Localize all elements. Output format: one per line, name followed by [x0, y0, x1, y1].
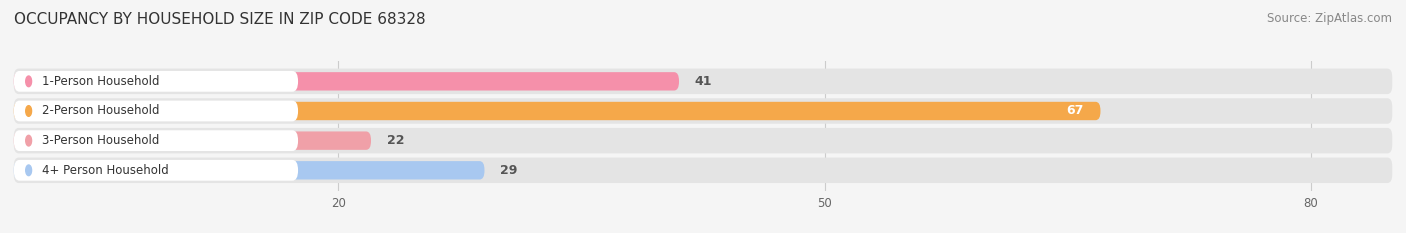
Circle shape [25, 76, 31, 87]
Text: 41: 41 [695, 75, 713, 88]
FancyBboxPatch shape [14, 72, 679, 91]
FancyBboxPatch shape [14, 101, 298, 121]
Text: 4+ Person Household: 4+ Person Household [42, 164, 169, 177]
FancyBboxPatch shape [14, 161, 485, 179]
Text: 29: 29 [501, 164, 517, 177]
FancyBboxPatch shape [14, 130, 298, 151]
Circle shape [25, 106, 31, 116]
Text: OCCUPANCY BY HOUSEHOLD SIZE IN ZIP CODE 68328: OCCUPANCY BY HOUSEHOLD SIZE IN ZIP CODE … [14, 12, 426, 27]
Text: Source: ZipAtlas.com: Source: ZipAtlas.com [1267, 12, 1392, 25]
FancyBboxPatch shape [14, 160, 298, 181]
Text: 1-Person Household: 1-Person Household [42, 75, 159, 88]
FancyBboxPatch shape [14, 131, 371, 150]
Circle shape [25, 135, 31, 146]
Text: 2-Person Household: 2-Person Household [42, 104, 159, 117]
Text: 3-Person Household: 3-Person Household [42, 134, 159, 147]
FancyBboxPatch shape [14, 69, 1392, 94]
Text: 67: 67 [1067, 104, 1084, 117]
Text: 22: 22 [387, 134, 405, 147]
FancyBboxPatch shape [14, 71, 298, 92]
FancyBboxPatch shape [14, 102, 1101, 120]
FancyBboxPatch shape [14, 128, 1392, 153]
Circle shape [25, 165, 31, 176]
FancyBboxPatch shape [14, 158, 1392, 183]
FancyBboxPatch shape [14, 98, 1392, 124]
